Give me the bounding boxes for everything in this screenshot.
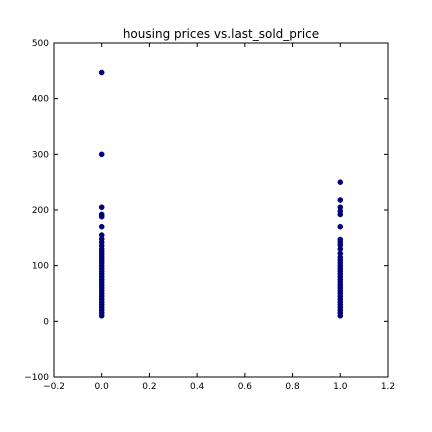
x-tick-label: 0.8 — [285, 382, 300, 392]
x-tick-label: −0.2 — [43, 382, 65, 392]
data-point — [337, 197, 344, 203]
x-tick-label: 0.6 — [238, 382, 253, 392]
y-tick-label: 100 — [32, 262, 49, 272]
data-points — [98, 69, 344, 319]
y-tick-label: 400 — [32, 95, 49, 105]
data-point — [337, 223, 344, 230]
y-tick-label: 0 — [43, 317, 49, 327]
chart-title: housing prices vs.last_sold_price — [123, 27, 319, 41]
data-point — [98, 204, 105, 211]
y-tick-label: 300 — [32, 150, 49, 160]
x-tick-label: 0.4 — [190, 382, 205, 392]
x-tick-label: 1.2 — [381, 382, 395, 392]
y-tick-label: −100 — [24, 373, 49, 383]
x-axis: −0.2 0.0 0.2 0.4 0.6 0.8 1.0 1.2 — [43, 43, 395, 392]
data-point — [98, 223, 105, 230]
data-point — [98, 312, 105, 319]
data-point — [98, 69, 105, 76]
data-point — [337, 179, 344, 185]
data-point — [98, 151, 105, 158]
x-tick-label: 0.0 — [95, 382, 110, 392]
x-tick-label: 0.2 — [142, 382, 156, 392]
y-tick-label: 200 — [32, 206, 49, 216]
data-point — [337, 211, 344, 218]
y-tick-label: 500 — [32, 39, 49, 49]
y-axis: −100 0 100 200 300 400 500 — [24, 39, 388, 383]
x-tick-label: 1.0 — [333, 382, 348, 392]
data-point — [98, 213, 105, 220]
data-point — [337, 312, 344, 319]
plot-area-frame — [53, 42, 389, 378]
